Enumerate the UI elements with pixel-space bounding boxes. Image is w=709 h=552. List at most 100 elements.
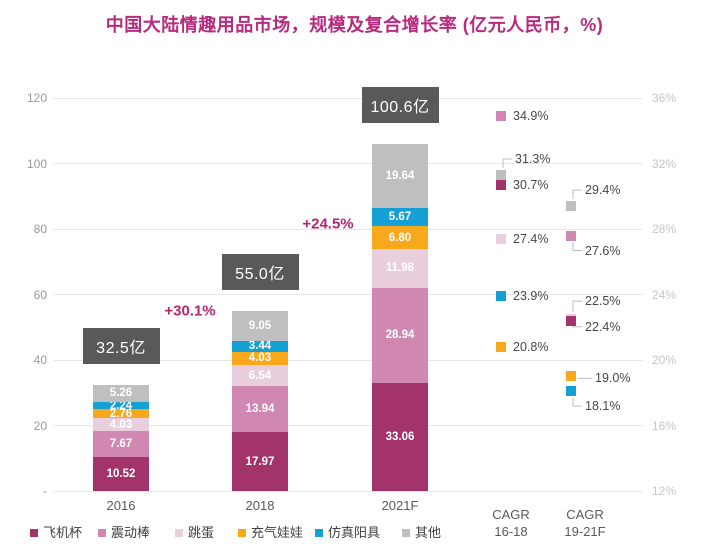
segment-value-label: 10.52 bbox=[106, 467, 136, 480]
y-axis-tick-left: 60 bbox=[33, 287, 47, 302]
segment-value-label: 13.94 bbox=[245, 403, 275, 416]
scatter-point bbox=[566, 386, 576, 397]
total-label-box: 32.5亿 bbox=[82, 327, 160, 364]
category-label: 2016 bbox=[106, 498, 136, 513]
scatter-label: 20.8% bbox=[513, 339, 549, 354]
scatter-point bbox=[496, 233, 506, 244]
segment-value-label: 4.03 bbox=[248, 352, 272, 365]
gridline bbox=[54, 425, 643, 426]
scatter-label: 27.6% bbox=[585, 243, 621, 258]
bar-segment: 5.26 bbox=[93, 384, 149, 402]
scatter-point bbox=[566, 201, 576, 212]
bar-segment: 13.94 bbox=[232, 386, 288, 433]
scatter-point bbox=[496, 169, 506, 180]
scatter-point bbox=[566, 371, 576, 382]
segment-value-label: 17.97 bbox=[245, 455, 275, 468]
legend-item: 仿真阳具 bbox=[315, 526, 380, 540]
total-label-box: 55.0亿 bbox=[221, 253, 299, 290]
gridline bbox=[54, 97, 643, 99]
legend-item: 跳蛋 bbox=[175, 526, 214, 540]
scatter-label: 19.0% bbox=[595, 371, 631, 386]
legend-swatch bbox=[175, 529, 183, 537]
segment-value-label: 28.94 bbox=[385, 329, 415, 342]
bar-segment: 3.44 bbox=[232, 340, 288, 353]
scatter-point bbox=[496, 291, 506, 302]
bar-segment: 28.94 bbox=[372, 287, 428, 383]
scatter-point bbox=[496, 111, 506, 121]
legend-label: 跳蛋 bbox=[188, 525, 215, 540]
growth-label: +24.5% bbox=[302, 215, 354, 233]
legend-swatch bbox=[402, 529, 410, 537]
bar-segment: 7.67 bbox=[93, 431, 149, 457]
bar-segment: 6.80 bbox=[372, 226, 428, 249]
scatter-point bbox=[496, 179, 506, 190]
bar-segment: 33.06 bbox=[372, 382, 428, 491]
bar-segment: 4.03 bbox=[93, 418, 149, 432]
leader-line bbox=[572, 189, 582, 200]
bar-segment: 11.98 bbox=[372, 248, 428, 288]
scatter-label: 22.5% bbox=[585, 294, 621, 309]
gridline bbox=[54, 359, 643, 361]
y-axis-tick-left: - bbox=[43, 484, 47, 498]
scatter-label: 18.1% bbox=[585, 399, 621, 414]
bar-segment: 17.97 bbox=[232, 432, 288, 491]
bar-segment: 10.52 bbox=[93, 456, 149, 491]
legend-swatch bbox=[30, 529, 38, 537]
y-axis-tick-left: 120 bbox=[26, 91, 47, 105]
leader-line bbox=[572, 398, 582, 407]
cagr-category-line: CAGR bbox=[492, 507, 530, 522]
y-axis-tick-left: 100 bbox=[26, 156, 47, 171]
bar-segment: 5.67 bbox=[372, 207, 428, 227]
scatter-point bbox=[566, 315, 576, 326]
segment-value-label: 6.54 bbox=[248, 369, 272, 382]
scatter-label: 30.7% bbox=[513, 177, 549, 192]
total-label-box: 100.6亿 bbox=[361, 86, 439, 123]
category-label: 2018 bbox=[245, 498, 275, 513]
y-axis-tick-right: 24% bbox=[652, 287, 677, 302]
legend-swatch bbox=[238, 529, 246, 537]
gridline bbox=[54, 294, 643, 295]
y-axis-tick-right: 20% bbox=[652, 353, 677, 367]
gridline bbox=[54, 490, 643, 492]
gridline bbox=[54, 228, 643, 230]
legend-item: 飞机杯 bbox=[30, 526, 82, 540]
y-axis-tick-right: 28% bbox=[652, 222, 677, 236]
segment-value-label: 5.67 bbox=[388, 211, 412, 224]
segment-value-label: 5.26 bbox=[109, 387, 133, 400]
bar-segment: 2.76 bbox=[93, 408, 149, 419]
segment-value-label: 2.24 bbox=[109, 399, 133, 412]
legend-label: 充气娃娃 bbox=[251, 525, 304, 540]
y-axis-tick-right: 36% bbox=[652, 91, 677, 105]
scatter-point bbox=[496, 341, 506, 352]
y-axis-tick-left: 20 bbox=[33, 418, 47, 433]
segment-value-label: 9.05 bbox=[248, 319, 272, 332]
legend-swatch bbox=[315, 529, 323, 537]
leader-line bbox=[572, 242, 582, 252]
scatter-label: 29.4% bbox=[585, 183, 621, 198]
cagr-category-line: 19-21F bbox=[564, 524, 606, 539]
legend-swatch bbox=[98, 529, 106, 537]
legend-label: 震动棒 bbox=[111, 525, 151, 540]
y-axis-tick-right: 12% bbox=[652, 484, 677, 498]
scatter-point bbox=[566, 230, 576, 241]
cagr-category-line: 16-18 bbox=[494, 524, 528, 539]
segment-value-label: 11.98 bbox=[385, 262, 415, 275]
segment-value-label: 3.44 bbox=[248, 340, 272, 353]
chart-title: 中国大陆情趣用品市场，规模及复合增长率 (亿元人民币，%) bbox=[105, 15, 604, 35]
legend-label: 仿真阳具 bbox=[328, 525, 381, 540]
bar-segment: 4.03 bbox=[232, 351, 288, 366]
category-label: 2021F bbox=[381, 498, 419, 513]
scatter-label: 34.9% bbox=[513, 109, 549, 123]
bar-segment: 19.64 bbox=[372, 143, 428, 208]
leader-line bbox=[572, 300, 582, 313]
cagr-category-label: CAGR 19-21F bbox=[564, 506, 605, 540]
y-axis-tick-right: 32% bbox=[652, 156, 677, 171]
scatter-label: 22.4% bbox=[585, 319, 621, 334]
legend-label: 其他 bbox=[415, 525, 442, 540]
gridline bbox=[54, 163, 643, 164]
bar-segment: 9.05 bbox=[232, 310, 288, 341]
bar-segment: 2.24 bbox=[93, 399, 149, 412]
segment-value-label: 4.03 bbox=[109, 418, 133, 431]
